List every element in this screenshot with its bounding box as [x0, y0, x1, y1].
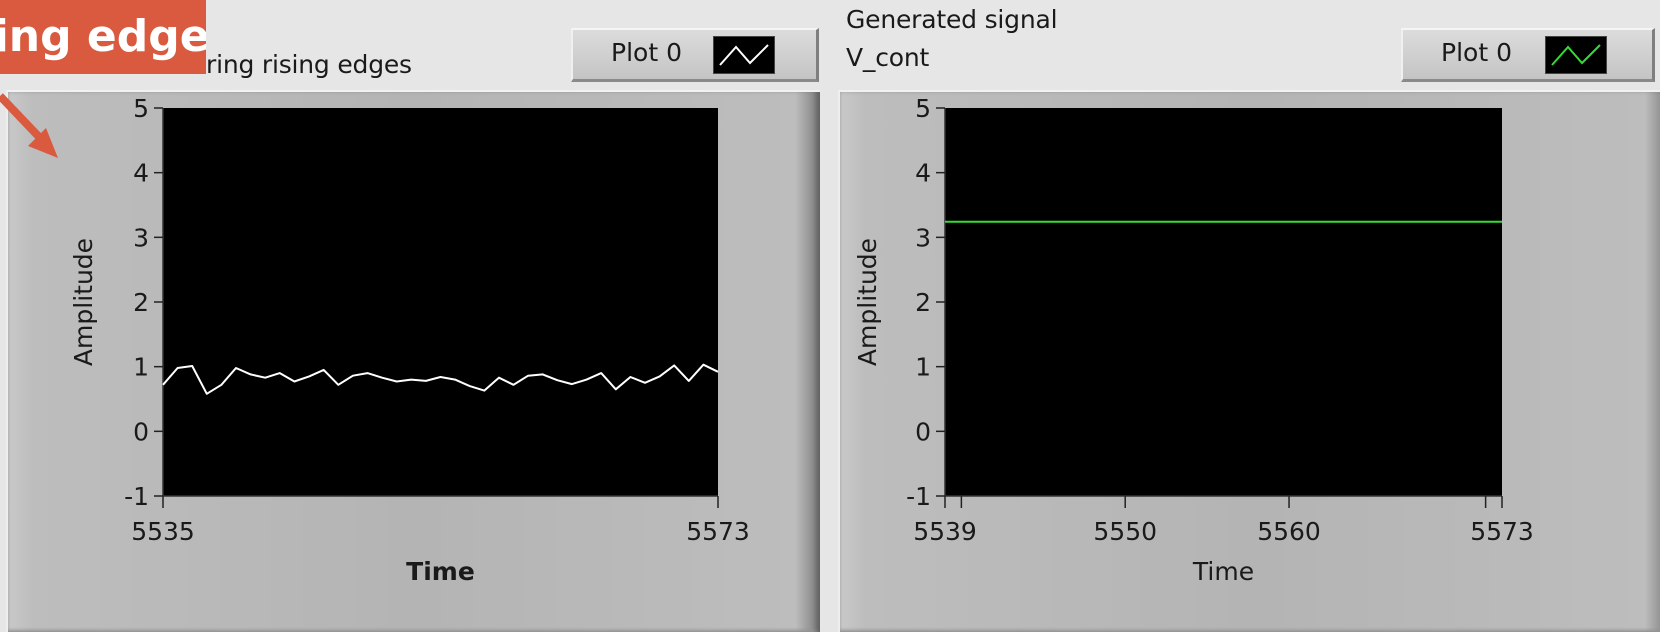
plot-area	[945, 108, 1502, 496]
left-plot-legend[interactable]: Plot 0	[571, 28, 819, 82]
left-graph-caption: ring rising edges	[206, 50, 412, 79]
right-graph-caption-line2: V_cont	[846, 43, 930, 72]
y-tick-label: 0	[133, 417, 149, 446]
y-tick-label: -1	[906, 482, 931, 511]
y-tick-label: 3	[915, 223, 931, 252]
y-axis-title: Amplitude	[69, 238, 98, 366]
y-tick-label: 1	[915, 353, 931, 382]
y-tick-label: 3	[133, 223, 149, 252]
x-tick-label: 5539	[913, 517, 977, 546]
x-axis-title: Time	[1192, 557, 1254, 586]
annotation-label: ring edges	[0, 0, 206, 74]
x-tick-label: 5560	[1257, 517, 1321, 546]
annotation-text: ring edges	[0, 11, 206, 62]
y-tick-label: 0	[915, 417, 931, 446]
left-legend-label: Plot 0	[611, 38, 682, 67]
left-legend-swatch	[713, 36, 775, 74]
right-legend-swatch	[1545, 36, 1607, 74]
left-legend-line-icon	[719, 44, 769, 66]
y-tick-label: 5	[915, 94, 931, 123]
x-tick-label: 5573	[1470, 517, 1534, 546]
series-line	[162, 363, 719, 395]
plot-area	[163, 108, 718, 496]
y-axis-title: Amplitude	[853, 238, 882, 366]
y-tick-label: 4	[133, 159, 149, 188]
x-tick-label: 5535	[131, 517, 195, 546]
x-tick-label: 5573	[686, 517, 750, 546]
right-legend-label: Plot 0	[1441, 38, 1512, 67]
y-tick-label: 4	[915, 159, 931, 188]
y-tick-label: 5	[133, 94, 149, 123]
left-graph: -1 0 1 2 3 4 5 5535 5573 Amplitude Time	[69, 94, 750, 586]
y-tick-label: 1	[133, 353, 149, 382]
right-plot-legend[interactable]: Plot 0	[1401, 28, 1655, 82]
right-graph-caption-line1: Generated signal	[846, 5, 1058, 34]
y-tick-label: -1	[124, 482, 149, 511]
right-legend-line-icon	[1551, 44, 1601, 66]
y-tick-label: 2	[915, 288, 931, 317]
y-tick-label: 2	[133, 288, 149, 317]
x-axis-title: Time	[406, 557, 475, 586]
x-tick-label: 5550	[1093, 517, 1157, 546]
right-graph: -1 0 1 2 3 4 5 5539 5550 5560 5573 Amplitude Time	[853, 94, 1534, 586]
